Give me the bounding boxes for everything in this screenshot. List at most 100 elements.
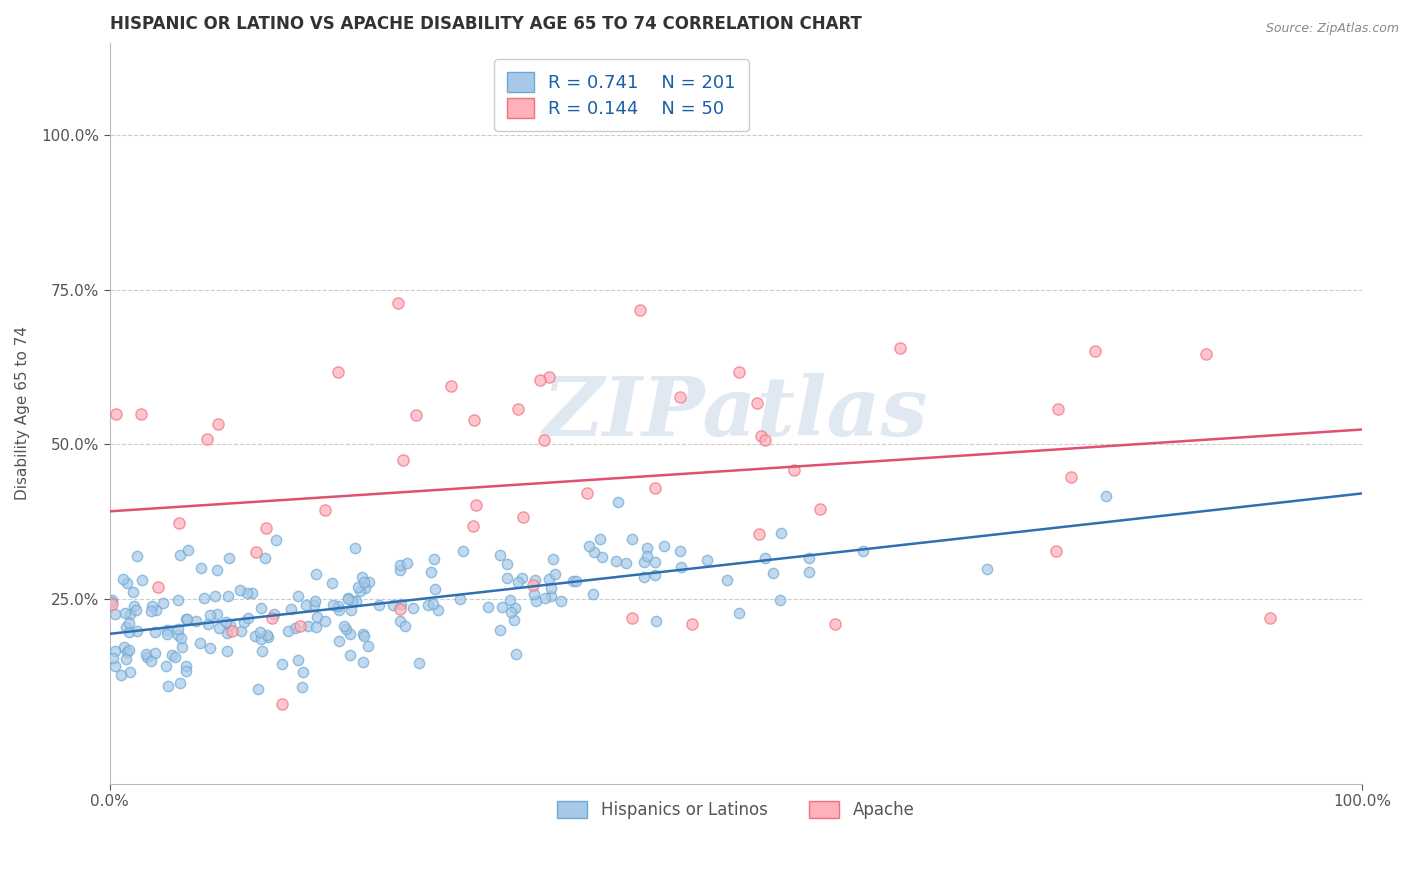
Legend: Hispanics or Latinos, Apache: Hispanics or Latinos, Apache [548,792,922,827]
Point [489,623,512,637]
Point [534,591,557,606]
Point [636,541,658,556]
Point [508,575,530,590]
Point [111,572,134,586]
Point [250,632,273,646]
Point [582,587,605,601]
Point [104,407,127,421]
Point [156,626,179,640]
Point [287,589,309,603]
Point [263,607,285,621]
Point [562,574,585,589]
Point [540,581,562,595]
Point [131,407,153,421]
Point [799,550,821,565]
Point [621,611,644,625]
Point [716,573,738,587]
Point [422,552,444,566]
Point [204,589,226,603]
Point [284,621,307,635]
Point [583,544,606,558]
Point [337,591,360,606]
Point [110,667,132,681]
Point [422,598,444,612]
Point [166,592,188,607]
Point [143,646,166,660]
Point [499,592,522,607]
Point [349,583,371,598]
Point [143,625,166,640]
Point [217,589,239,603]
Point [271,697,294,711]
Point [148,580,170,594]
Point [170,640,193,654]
Point [190,561,212,575]
Point [328,603,350,617]
Point [538,572,561,586]
Point [207,563,229,577]
Point [387,295,409,310]
Point [195,432,218,446]
Point [127,624,149,638]
Point [122,585,145,599]
Point [256,628,278,642]
Point [304,594,326,608]
Point [157,679,180,693]
Point [522,578,544,592]
Point [423,582,446,597]
Point [118,616,141,631]
Point [748,527,770,541]
Point [165,650,187,665]
Point [176,612,198,626]
Point [256,630,278,644]
Point [389,558,412,572]
Point [628,303,651,318]
Point [322,598,344,612]
Point [389,598,412,612]
Point [321,575,343,590]
Point [326,599,349,613]
Point [249,624,271,639]
Point [122,599,145,613]
Point [305,567,328,582]
Point [367,599,389,613]
Point [114,607,136,621]
Point [256,521,278,535]
Point [388,614,411,628]
Point [174,612,197,626]
Point [395,556,418,570]
Point [491,599,513,614]
Point [188,636,211,650]
Point [633,555,655,569]
Point [749,429,772,443]
Point [339,648,361,662]
Point [247,681,270,696]
Point [538,370,561,384]
Point [141,599,163,614]
Point [254,551,277,566]
Point [218,617,240,632]
Point [193,591,215,605]
Point [125,549,148,564]
Point [465,498,488,512]
Point [135,648,157,662]
Point [352,627,374,641]
Text: HISPANIC OR LATINO VS APACHE DISABILITY AGE 65 TO 74 CORRELATION CHART: HISPANIC OR LATINO VS APACHE DISABILITY … [110,15,862,33]
Point [112,640,135,654]
Point [167,516,190,530]
Point [115,575,138,590]
Point [408,657,430,671]
Point [644,567,666,582]
Point [342,593,364,607]
Point [510,571,533,585]
Point [1195,347,1218,361]
Point [339,626,361,640]
Point [160,648,183,662]
Point [353,574,375,589]
Point [1047,402,1070,417]
Point [177,543,200,558]
Point [197,616,219,631]
Point [495,557,517,571]
Point [489,548,512,562]
Point [636,549,658,564]
